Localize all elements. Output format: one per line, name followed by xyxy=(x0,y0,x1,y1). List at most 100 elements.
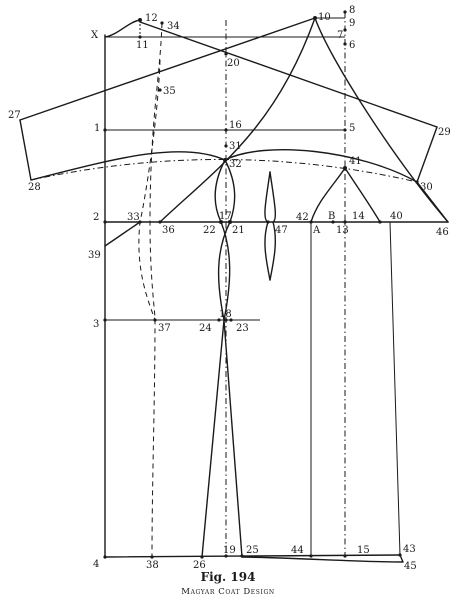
label-15: 15 xyxy=(357,545,370,556)
label-x: X xyxy=(91,30,99,41)
dot-21 xyxy=(228,220,232,224)
line-29-30 xyxy=(416,126,438,183)
label-11: 11 xyxy=(136,40,149,51)
label-14: 14 xyxy=(352,211,365,222)
point-labels: X 12 34 11 20 10 8 9 7 6 35 27 1 16 5 29… xyxy=(8,5,451,572)
dashed-line-34-38 xyxy=(149,22,163,558)
label-35: 35 xyxy=(163,86,176,97)
label-20: 20 xyxy=(227,58,240,69)
label-37: 37 xyxy=(158,323,171,334)
dot-42 xyxy=(309,220,313,224)
armhole-42-41 xyxy=(310,167,346,223)
label-27: 27 xyxy=(8,110,21,121)
dot-35 xyxy=(158,88,162,92)
label-6: 6 xyxy=(349,40,355,51)
dashed-line-35-37 xyxy=(138,59,161,321)
label-25: 25 xyxy=(246,545,259,556)
label-30: 30 xyxy=(420,182,433,193)
hem-curve-45 xyxy=(241,554,404,563)
figure-title: Magyar Coat Design xyxy=(181,587,274,597)
neck-lines xyxy=(104,17,345,38)
label-a: A xyxy=(312,225,321,236)
dot-13 xyxy=(343,220,347,224)
label-4: 4 xyxy=(93,559,99,570)
dashed-seam xyxy=(138,22,163,558)
dot-14 xyxy=(378,220,382,224)
dot-4 xyxy=(103,555,107,559)
dot-6 xyxy=(343,42,347,46)
construction-lines xyxy=(104,12,449,559)
dot-5 xyxy=(343,128,347,132)
label-10: 10 xyxy=(318,12,331,23)
hem-corner xyxy=(241,554,404,563)
dot-7 xyxy=(343,28,347,32)
dart-right xyxy=(269,171,277,281)
label-43: 43 xyxy=(403,544,416,555)
dot-34 xyxy=(160,21,164,25)
dot-43 xyxy=(398,553,402,557)
front-armhole xyxy=(310,167,381,223)
curve-10-46 xyxy=(314,17,449,223)
label-b: B xyxy=(328,211,335,222)
label-26: 26 xyxy=(193,560,206,571)
label-38: 38 xyxy=(146,560,159,571)
label-45: 45 xyxy=(404,561,417,572)
label-12: 12 xyxy=(145,13,158,24)
dot-38 xyxy=(150,555,154,559)
dot-2 xyxy=(103,220,107,224)
label-3: 3 xyxy=(93,319,99,330)
label-8: 8 xyxy=(349,5,355,16)
armhole-41-14 xyxy=(344,167,381,223)
dot-1 xyxy=(103,128,107,132)
line-12-29 xyxy=(139,21,438,128)
label-39: 39 xyxy=(88,250,101,261)
dot-41 xyxy=(343,166,347,170)
dot-32 xyxy=(223,158,227,162)
label-5: 5 xyxy=(349,123,355,134)
dot-3 xyxy=(103,318,107,322)
label-17: 17 xyxy=(219,211,232,222)
dot-24 xyxy=(217,318,221,322)
sleeve-lines xyxy=(19,17,449,247)
dot-18 xyxy=(224,318,228,322)
label-31: 31 xyxy=(229,141,242,152)
dot-10 xyxy=(313,16,317,20)
seam-32-25 xyxy=(217,159,243,558)
label-23: 23 xyxy=(236,323,249,334)
label-40: 40 xyxy=(390,211,403,222)
dot-30 xyxy=(415,180,419,184)
dot-26 xyxy=(200,555,204,559)
side-seams xyxy=(201,159,243,558)
dot-8 xyxy=(343,10,347,14)
dot-22 xyxy=(219,220,223,224)
dot-15 xyxy=(343,554,347,558)
label-44: 44 xyxy=(291,545,304,556)
dot-23 xyxy=(229,318,233,322)
label-29: 29 xyxy=(438,127,451,138)
line-27-10 xyxy=(19,17,316,121)
label-41: 41 xyxy=(349,156,362,167)
line-40-43 xyxy=(389,221,401,556)
dart-47 xyxy=(264,171,277,281)
figure-number: Fig. 194 xyxy=(201,570,256,584)
label-18: 18 xyxy=(219,309,232,320)
dot-47 xyxy=(266,220,270,224)
label-33: 33 xyxy=(127,212,140,223)
dot-b xyxy=(331,220,335,224)
line-27-28 xyxy=(19,119,32,181)
label-47: 47 xyxy=(275,225,288,236)
label-42: 42 xyxy=(296,212,309,223)
label-9: 9 xyxy=(349,18,355,29)
label-13: 13 xyxy=(336,225,349,236)
dart-left xyxy=(264,171,271,281)
dot-31 xyxy=(224,144,228,148)
marker-dots xyxy=(103,10,419,559)
dot-20 xyxy=(224,52,228,56)
label-22: 22 xyxy=(203,225,216,236)
dot-44 xyxy=(309,554,313,558)
neck-curve-x-12 xyxy=(104,19,141,38)
dot-19 xyxy=(224,554,228,558)
dot-25 xyxy=(240,554,244,558)
